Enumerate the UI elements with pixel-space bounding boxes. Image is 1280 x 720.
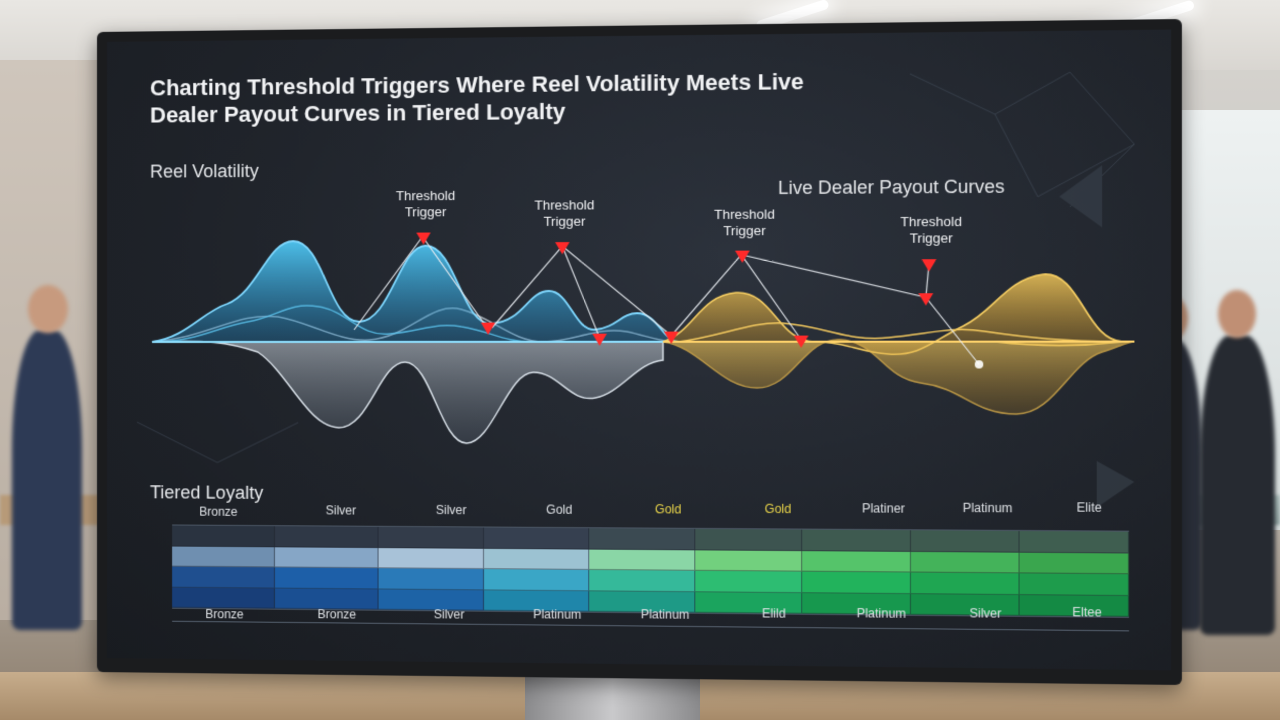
trigger-label: Threshold Trigger <box>703 206 787 239</box>
grey-wave <box>152 341 663 444</box>
tier-label-bottom: Bronze <box>291 607 382 622</box>
tier-grid-cell <box>484 569 589 591</box>
tier-grid-cell <box>379 548 484 570</box>
trigger-label-line: Trigger <box>889 230 974 247</box>
tier-grid-cell <box>911 530 1020 552</box>
trigger-label-line: Threshold <box>889 214 974 231</box>
tier-grid-cell <box>275 526 379 547</box>
tier-label-top: Silver <box>405 503 497 518</box>
tier-grid-cell <box>1019 531 1129 553</box>
background-person-head <box>28 285 68 333</box>
tier-grid-cell <box>172 587 275 609</box>
trigger-label-line: Threshold <box>385 188 467 205</box>
tier-label-top: Gold <box>621 502 715 517</box>
tier-grid-cell <box>379 568 484 590</box>
background-person-head <box>1218 290 1256 338</box>
tier-grid-cell <box>589 549 695 571</box>
tier-grid-cell <box>695 529 802 551</box>
tier-label-bottom: Silver <box>938 606 1034 621</box>
glow-point <box>975 360 984 368</box>
background-person <box>12 330 82 630</box>
tier-grid-cell <box>1019 573 1129 595</box>
tier-label-bottom: Eltee <box>1039 605 1136 620</box>
tier-label-bottom: Platinum <box>834 606 929 621</box>
trigger-label-line: Trigger <box>385 204 467 221</box>
tier-grid-cell <box>803 530 911 552</box>
tier-grid-cell <box>172 546 275 567</box>
tier-grid-cell <box>911 573 1020 595</box>
gold-wave <box>663 339 1134 414</box>
trigger-label-line: Trigger <box>703 223 787 240</box>
trigger-label: Threshold Trigger <box>385 188 467 221</box>
trigger-label: Threshold Trigger <box>523 197 606 230</box>
tier-grid-cell <box>695 550 802 572</box>
tier-label-top: Platinum <box>940 501 1036 516</box>
trigger-marker <box>922 259 937 271</box>
tier-label-bottom: Platinum <box>618 607 712 622</box>
tier-grid <box>172 524 1129 617</box>
tier-grid-cell <box>484 548 589 570</box>
tier-grid-cell <box>172 525 275 546</box>
tier-label-top: Platiner <box>836 501 931 516</box>
tier-grid-cell <box>172 567 275 588</box>
tier-label-top: Silver <box>295 503 387 518</box>
blue-wave <box>152 240 679 342</box>
monitor-screen: Charting Threshold Triggers Where Reel V… <box>107 30 1171 671</box>
tier-label-top: Gold <box>513 502 606 517</box>
tier-grid-cell <box>589 570 695 592</box>
trigger-label: Threshold Trigger <box>889 214 974 247</box>
tier-grid-cell <box>275 567 379 589</box>
tier-grid-cell <box>911 551 1020 573</box>
tier-grid-cell <box>484 528 589 550</box>
tier-label-top: Gold <box>731 501 826 516</box>
tier-grid-cell <box>803 551 911 573</box>
tier-label-bottom: Bronze <box>179 607 270 622</box>
tier-label-bottom: Silver <box>403 607 495 622</box>
trigger-label-line: Threshold <box>703 206 787 223</box>
tier-label-bottom: Platinum <box>511 607 604 622</box>
background-person <box>1200 335 1275 635</box>
monitor: Charting Threshold Triggers Where Reel V… <box>97 19 1182 685</box>
tier-label-top: Bronze <box>173 504 264 519</box>
tier-grid-cell <box>275 547 379 568</box>
trigger-label-line: Trigger <box>523 213 606 230</box>
tier-label-top: Elite <box>1041 500 1138 515</box>
tier-grid-cell <box>803 572 911 594</box>
tier-label-bottom: Elild <box>727 606 821 621</box>
tier-grid-cell <box>1019 552 1129 574</box>
trigger-label-line: Threshold <box>523 197 606 214</box>
tier-grid-cell <box>589 528 695 550</box>
tier-grid-cell <box>695 571 802 593</box>
tier-grid-cell <box>379 527 484 548</box>
